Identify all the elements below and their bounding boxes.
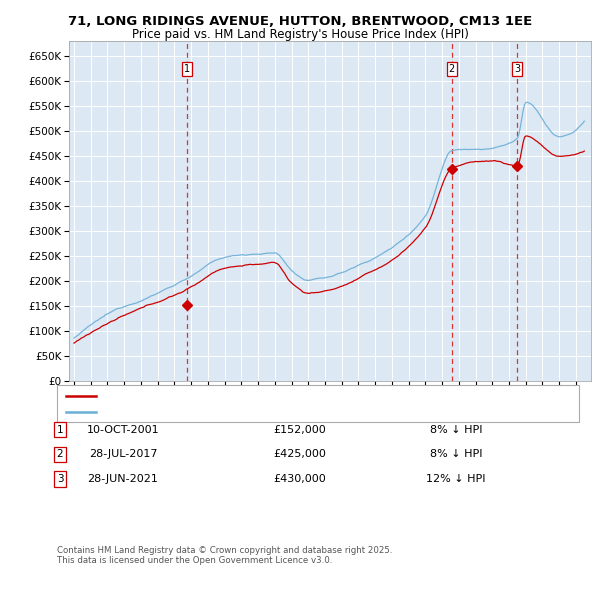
Text: 28-JUL-2017: 28-JUL-2017	[89, 450, 157, 459]
Text: 10-OCT-2001: 10-OCT-2001	[86, 425, 160, 434]
Text: £425,000: £425,000	[274, 450, 326, 459]
Text: 71, LONG RIDINGS AVENUE, HUTTON, BRENTWOOD, CM13 1EE (semi-detached house): 71, LONG RIDINGS AVENUE, HUTTON, BRENTWO…	[102, 391, 491, 400]
Text: 2: 2	[449, 64, 455, 74]
Text: Price paid vs. HM Land Registry's House Price Index (HPI): Price paid vs. HM Land Registry's House …	[131, 28, 469, 41]
Text: 8% ↓ HPI: 8% ↓ HPI	[430, 425, 482, 434]
Text: 1: 1	[184, 64, 191, 74]
Text: 71, LONG RIDINGS AVENUE, HUTTON, BRENTWOOD, CM13 1EE: 71, LONG RIDINGS AVENUE, HUTTON, BRENTWO…	[68, 15, 532, 28]
Text: 12% ↓ HPI: 12% ↓ HPI	[426, 474, 486, 484]
Text: 3: 3	[56, 474, 64, 484]
Text: £430,000: £430,000	[274, 474, 326, 484]
Text: 28-JUN-2021: 28-JUN-2021	[88, 474, 158, 484]
Text: Contains HM Land Registry data © Crown copyright and database right 2025.
This d: Contains HM Land Registry data © Crown c…	[57, 546, 392, 565]
Text: 3: 3	[514, 64, 520, 74]
Text: 2: 2	[56, 450, 64, 459]
Text: 8% ↓ HPI: 8% ↓ HPI	[430, 450, 482, 459]
Text: HPI: Average price, semi-detached house, Brentwood: HPI: Average price, semi-detached house,…	[102, 407, 343, 416]
Text: 1: 1	[56, 425, 64, 434]
Text: £152,000: £152,000	[274, 425, 326, 434]
